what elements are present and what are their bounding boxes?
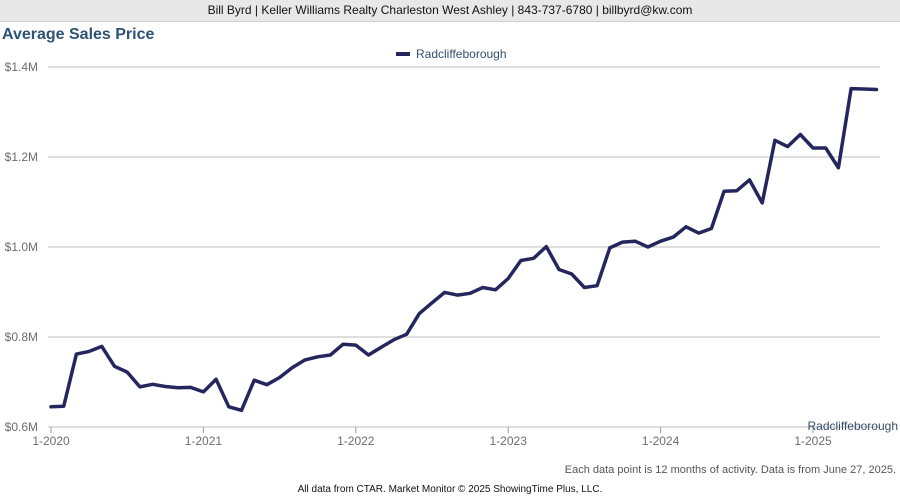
data-point [608,246,611,250]
data-point [735,189,738,192]
y-tick-label: $0.6M [5,420,38,434]
data-point [456,293,459,297]
data-point [164,385,167,388]
data-point [761,201,764,205]
y-axis-ticks: $0.6M $0.8M $1.0M $1.2M $1.4M [5,60,38,434]
data-point [786,145,789,148]
data-point [646,245,650,249]
data-point [240,409,243,412]
data-point [278,376,281,379]
gridlines [48,66,880,428]
y-tick-label: $1.2M [5,150,38,164]
data-point [811,146,815,150]
data-point [87,350,91,353]
data-point [316,355,319,358]
data-point [507,277,510,280]
x-axis-ticks: 1-2020 1-2021 1-2022 1-2023 1-2024 1-2025 [32,427,832,448]
data-point [799,133,802,136]
data-point [595,284,599,287]
x-tick-label: 1-2022 [337,434,375,448]
chart-title: Average Sales Price [2,26,155,43]
data-point [710,227,713,230]
data-point [392,338,396,341]
data-point [532,257,535,260]
data-point [583,286,586,289]
data-point [176,386,180,390]
data-point [430,301,434,304]
data-point [138,385,142,389]
data-point [189,386,192,389]
data-point [672,235,675,239]
data-point [354,343,357,347]
data-point [659,239,662,243]
x-tick-label: 1-2025 [794,434,832,448]
data-point [291,366,294,369]
y-tick-label: $1.4M [5,60,38,74]
legend-label: Radcliffeborough [416,47,507,61]
data-point [634,239,637,243]
data-point [367,353,370,357]
data-point [557,268,561,271]
x-tick-label: 1-2020 [32,434,70,448]
data-point [151,383,154,386]
legend: Radcliffeborough [396,47,507,61]
data-point [113,365,116,368]
footer-credit: All data from CTAR. Market Monitor © 202… [297,484,603,495]
data-point [875,88,878,91]
x-tick-label: 1-2023 [490,434,528,448]
data-point [837,166,840,169]
agent-contact-info: Bill Byrd | Keller Williams Realty Charl… [207,3,693,17]
data-point [773,139,777,142]
series-line-radcliffeborough [49,86,879,413]
data-point [265,383,269,386]
data-point [75,352,78,356]
data-point [824,146,827,150]
data-point [405,333,408,336]
y-tick-label: $1.0M [5,240,38,254]
data-point [100,345,104,348]
data-point [545,245,548,248]
data-point [329,353,332,357]
data-point [126,370,129,374]
series-layer [49,86,879,413]
data-point [214,378,218,381]
data-point [684,225,688,228]
data-point [519,259,523,262]
x-tick-label: 1-2024 [642,434,680,448]
data-point [494,288,497,291]
data-point [849,87,853,90]
data-point [253,379,256,382]
data-point [621,240,624,244]
header-bar: Bill Byrd | Keller Williams Realty Charl… [0,0,900,22]
data-point [862,87,865,91]
data-point [418,312,421,315]
data-point [341,343,345,346]
data-point [748,178,751,182]
data-point [722,190,726,193]
data-point [62,405,65,408]
data-point [303,358,307,362]
data-point [697,231,700,235]
data-point [570,272,573,276]
y-tick-label: $0.8M [5,330,38,344]
data-point [227,405,230,408]
data-point [380,346,383,349]
data-note: Each data point is 12 months of activity… [564,464,896,476]
data-point [49,405,53,408]
data-point [481,286,484,289]
axis-corner-label: Radcliffeborough [807,419,898,433]
data-point [468,292,472,295]
data-point [202,390,205,394]
data-point [443,291,446,294]
x-tick-label: 1-2021 [185,434,223,448]
